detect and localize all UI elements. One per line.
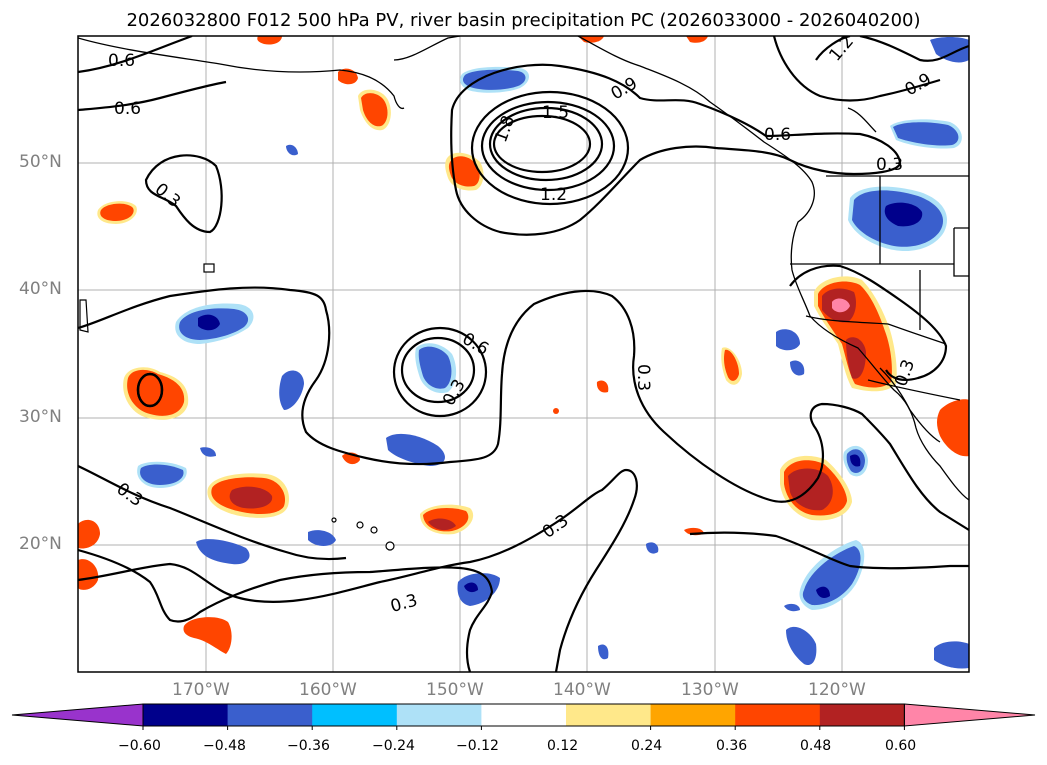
map-title: 2026032800 F012 500 hPa PV, river basin … bbox=[126, 10, 921, 31]
colorbar-tick: −0.24 bbox=[372, 738, 415, 754]
lon-label-130w: 130°W bbox=[681, 680, 739, 700]
colorbar-tick: 0.36 bbox=[716, 738, 748, 754]
colorbar-tick: −0.60 bbox=[118, 738, 161, 754]
precip-positive-anomalies bbox=[78, 36, 969, 654]
precip-blob bbox=[814, 276, 897, 392]
lat-label-20n: 20°N bbox=[19, 534, 62, 554]
colorbar-segment bbox=[396, 704, 482, 726]
lon-label-140w: 140°W bbox=[553, 680, 611, 700]
pv-contours bbox=[78, 36, 969, 672]
precip-blob bbox=[286, 144, 969, 669]
colorbar-extend-left bbox=[11, 703, 144, 727]
colorbar-tick: 0.24 bbox=[631, 738, 663, 754]
colorbar-segment bbox=[227, 704, 313, 726]
lon-label-160w: 160°W bbox=[299, 680, 357, 700]
colorbar-tick: 0.12 bbox=[547, 738, 579, 754]
precip-blob bbox=[257, 36, 391, 131]
colorbar-segment bbox=[312, 704, 398, 726]
colorbar-tick: 0.48 bbox=[800, 738, 832, 754]
colorbar-segment bbox=[650, 704, 736, 726]
contour-label: 0.3 bbox=[876, 155, 903, 175]
precip-negative-anomalies bbox=[137, 37, 969, 669]
contour-label: 0.6 bbox=[764, 125, 791, 145]
coastlines bbox=[78, 36, 969, 501]
islands bbox=[79, 263, 395, 551]
lon-label-170w: 170°W bbox=[172, 680, 230, 700]
lat-label-40n: 40°N bbox=[19, 279, 62, 299]
lon-label-150w: 150°W bbox=[426, 680, 484, 700]
colorbar-tick: −0.12 bbox=[456, 738, 499, 754]
precip-blob bbox=[97, 201, 137, 224]
precip-blob bbox=[890, 37, 969, 149]
colorbar-segment bbox=[566, 704, 652, 726]
colorbar-tick: 0.60 bbox=[885, 738, 917, 754]
contour-label: 1.5 bbox=[542, 103, 569, 123]
precip-blob bbox=[420, 504, 474, 535]
contour-label: 1.2 bbox=[540, 185, 567, 205]
lat-label-50n: 50°N bbox=[19, 152, 62, 172]
precip-blob bbox=[175, 303, 254, 344]
gridlines bbox=[78, 36, 969, 672]
precip-blob bbox=[207, 473, 290, 518]
colorbar-segment bbox=[819, 704, 905, 726]
colorbar-tick: −0.36 bbox=[287, 738, 330, 754]
precip-blob bbox=[848, 186, 947, 252]
contour-label: 0.3 bbox=[633, 364, 653, 391]
precip-blob bbox=[78, 519, 100, 590]
precip-blob bbox=[183, 617, 232, 654]
lon-label-120w: 120°W bbox=[808, 680, 866, 700]
colorbar bbox=[11, 703, 1036, 730]
contour-label: 0.6 bbox=[114, 99, 141, 119]
contour-label: 0.6 bbox=[108, 51, 135, 71]
colorbar-segment bbox=[143, 704, 229, 726]
precip-blob bbox=[780, 455, 852, 521]
plot-frame bbox=[77, 35, 970, 673]
colorbar-frame bbox=[142, 703, 905, 727]
precip-blob bbox=[137, 370, 304, 488]
colorbar-segment bbox=[481, 704, 567, 726]
precip-blob bbox=[578, 36, 969, 457]
precip-blob bbox=[342, 347, 742, 536]
lat-label-30n: 30°N bbox=[19, 407, 62, 427]
colorbar-segment bbox=[735, 704, 821, 726]
colorbar-tick: −0.48 bbox=[203, 738, 246, 754]
precip-blob bbox=[196, 343, 457, 565]
precip-blob bbox=[776, 329, 868, 477]
colorbar-extend-right bbox=[903, 703, 1036, 727]
